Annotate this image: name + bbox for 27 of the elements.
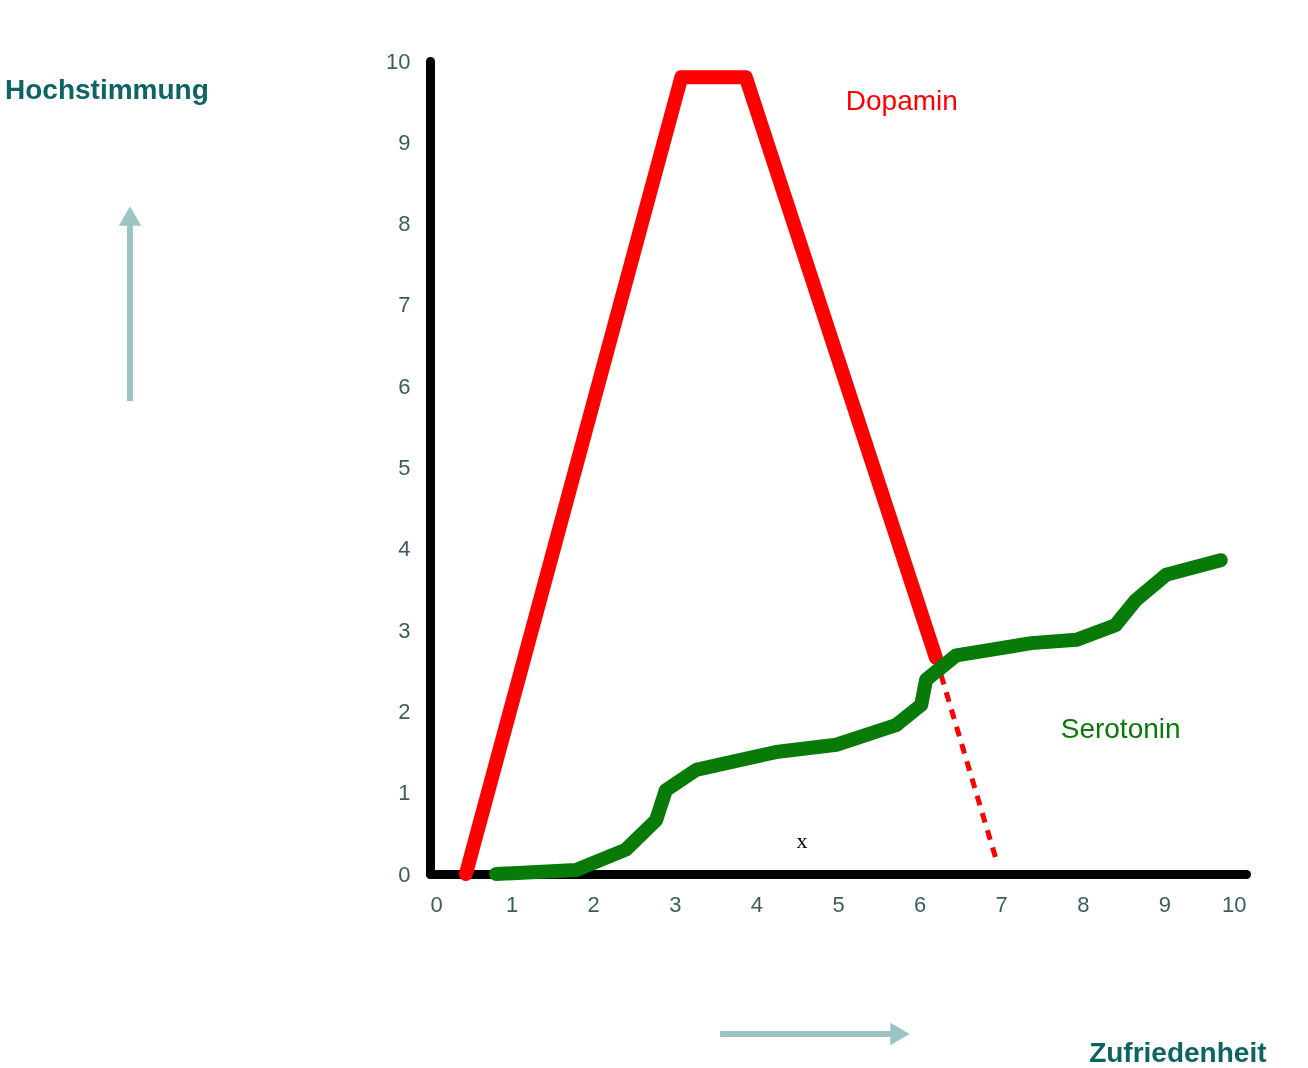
y-tick-label: 3 — [398, 617, 411, 643]
x-tick-label: 7 — [995, 891, 1008, 917]
x-tick-label: 10 — [1222, 891, 1247, 917]
x-tick-label: 1 — [505, 891, 519, 917]
text: Dopamin — [845, 85, 958, 117]
y-tick-label: 9 — [398, 129, 411, 155]
y-tick-label: 0 — [398, 861, 411, 887]
y-tick-label: 4 — [398, 536, 411, 562]
annotation: x — [796, 828, 808, 854]
x-tick-label: 0 — [430, 891, 443, 917]
x-tick-label: 2 — [587, 891, 600, 917]
y-tick-label: 7 — [398, 292, 411, 318]
x-tick-label: 9 — [1158, 891, 1172, 917]
x-tick-label: 5 — [832, 891, 845, 917]
x-tick-label: 3 — [669, 891, 682, 917]
y-tick-label: 10 — [386, 48, 411, 74]
text: Hochstimmung — [5, 74, 209, 105]
y-tick-label: 2 — [398, 698, 411, 724]
y-tick-label: 5 — [398, 455, 411, 480]
y-tick-label: 6 — [398, 373, 411, 399]
x-axis-title: Zufriedenheit — [1089, 1036, 1267, 1068]
y-tick-label: 1 — [398, 780, 411, 806]
x-tick-label: 4 — [750, 891, 764, 917]
text: Serotonin — [1060, 713, 1181, 745]
x-tick-label: 8 — [1077, 891, 1090, 917]
y-tick-label: 8 — [398, 211, 411, 237]
x-tick-label: 6 — [913, 891, 927, 917]
